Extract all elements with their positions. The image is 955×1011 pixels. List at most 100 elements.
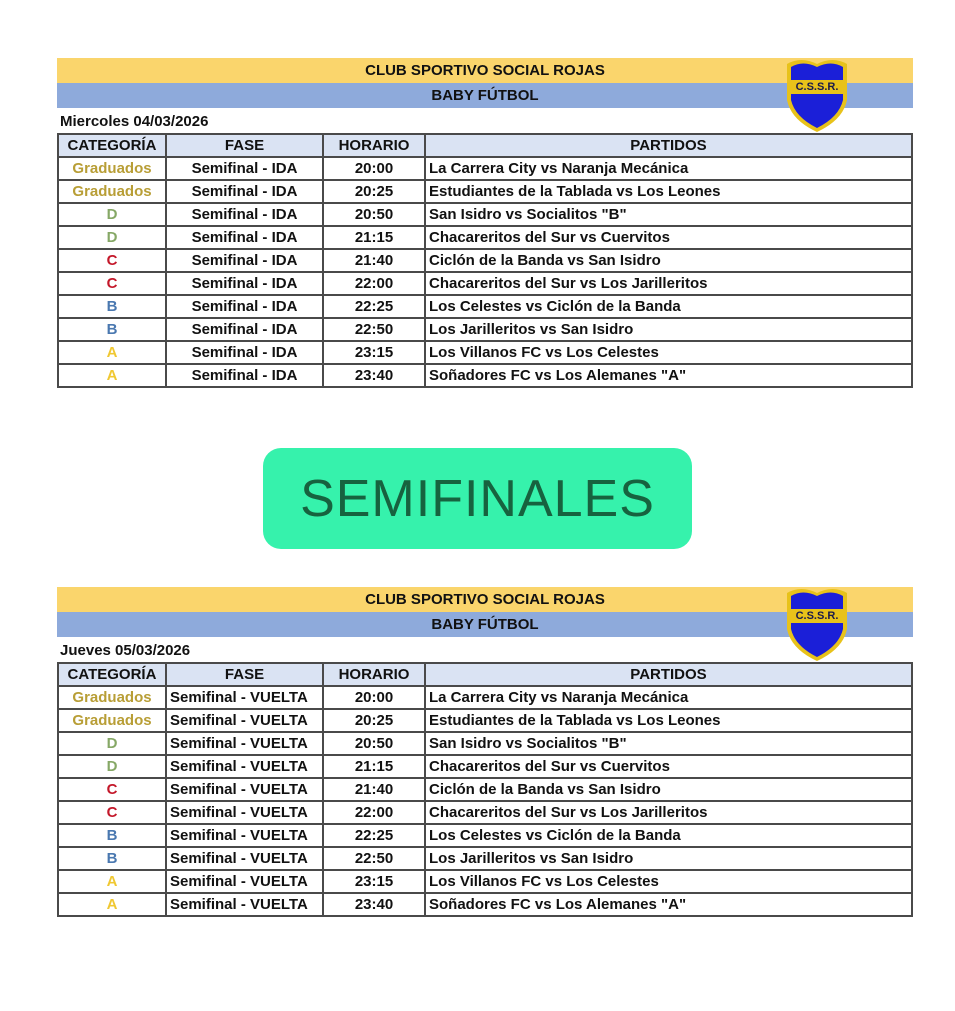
match-cell: Soñadores FC vs Los Alemanes "A" [424, 892, 913, 917]
match-cell: Los Jarilleritos vs San Isidro [424, 317, 913, 342]
time-cell: 20:00 [322, 156, 426, 181]
semifinales-banner: SEMIFINALES [263, 448, 692, 549]
match-cell: Los Villanos FC vs Los Celestes [424, 340, 913, 365]
category-cell: Graduados [57, 708, 167, 733]
table-row: B Semifinal - VUELTA 22:50 Los Jarilleri… [57, 846, 913, 871]
table-row: Graduados Semifinal - IDA 20:25 Estudian… [57, 179, 913, 204]
phase-cell: Semifinal - IDA [165, 225, 324, 250]
match-cell: Chacareritos del Sur vs Cuervitos [424, 754, 913, 779]
phase-cell: Semifinal - IDA [165, 156, 324, 181]
table-row: A Semifinal - IDA 23:15 Los Villanos FC … [57, 340, 913, 365]
time-cell: 20:25 [322, 179, 426, 204]
category-cell: D [57, 731, 167, 756]
phase-cell: Semifinal - VUELTA [165, 846, 324, 871]
time-cell: 22:50 [322, 317, 426, 342]
table-row: D Semifinal - VUELTA 20:50 San Isidro vs… [57, 731, 913, 756]
time-cell: 20:50 [322, 731, 426, 756]
table-row: B Semifinal - IDA 22:50 Los Jarilleritos… [57, 317, 913, 342]
category-cell: C [57, 777, 167, 802]
time-cell: 21:15 [322, 754, 426, 779]
schedule-sheet: CLUB SPORTIVO SOCIAL ROJAS BABY FÚTBOL M… [57, 58, 913, 388]
phase-cell: Semifinal - IDA [165, 340, 324, 365]
club-shield-logo: C.S.S.R. [787, 60, 847, 132]
phase-cell: Semifinal - IDA [165, 202, 324, 227]
match-cell: Chacareritos del Sur vs Cuervitos [424, 225, 913, 250]
category-cell: C [57, 800, 167, 825]
phase-cell: Semifinal - VUELTA [165, 708, 324, 733]
column-header: FASE [165, 662, 324, 687]
category-cell: B [57, 294, 167, 319]
time-cell: 20:25 [322, 708, 426, 733]
table-row: Graduados Semifinal - IDA 20:00 La Carre… [57, 156, 913, 181]
league-title: BABY FÚTBOL [57, 612, 913, 637]
category-cell: Graduados [57, 179, 167, 204]
category-cell: D [57, 754, 167, 779]
phase-cell: Semifinal - VUELTA [165, 869, 324, 894]
logo-text: C.S.S.R. [796, 81, 839, 93]
time-cell: 23:40 [322, 892, 426, 917]
category-cell: A [57, 340, 167, 365]
time-cell: 22:00 [322, 271, 426, 296]
table-row: D Semifinal - VUELTA 21:15 Chacareritos … [57, 754, 913, 779]
time-cell: 21:15 [322, 225, 426, 250]
column-header: FASE [165, 133, 324, 158]
match-date: Jueves 05/03/2026 [60, 642, 191, 659]
match-cell: Los Celestes vs Ciclón de la Banda [424, 294, 913, 319]
table-row: A Semifinal - VUELTA 23:40 Soñadores FC … [57, 892, 913, 917]
time-cell: 23:15 [322, 340, 426, 365]
category-cell: Graduados [57, 156, 167, 181]
club-title: CLUB SPORTIVO SOCIAL ROJAS [57, 587, 913, 612]
phase-cell: Semifinal - IDA [165, 248, 324, 273]
match-cell: San Isidro vs Socialitos "B" [424, 731, 913, 756]
column-header: CATEGORÍA [57, 662, 167, 687]
phase-cell: Semifinal - IDA [165, 294, 324, 319]
time-cell: 22:50 [322, 846, 426, 871]
match-cell: Soñadores FC vs Los Alemanes "A" [424, 363, 913, 388]
category-cell: Graduados [57, 685, 167, 710]
table-row: B Semifinal - IDA 22:25 Los Celestes vs … [57, 294, 913, 319]
league-title: BABY FÚTBOL [57, 83, 913, 108]
category-cell: B [57, 317, 167, 342]
time-cell: 21:40 [322, 777, 426, 802]
column-header: PARTIDOS [424, 662, 913, 687]
category-cell: D [57, 225, 167, 250]
phase-cell: Semifinal - VUELTA [165, 731, 324, 756]
time-cell: 20:50 [322, 202, 426, 227]
time-cell: 20:00 [322, 685, 426, 710]
table-row: D Semifinal - IDA 21:15 Chacareritos del… [57, 225, 913, 250]
time-cell: 22:25 [322, 823, 426, 848]
phase-cell: Semifinal - IDA [165, 317, 324, 342]
table-row: Graduados Semifinal - VUELTA 20:25 Estud… [57, 708, 913, 733]
match-cell: San Isidro vs Socialitos "B" [424, 202, 913, 227]
time-cell: 22:25 [322, 294, 426, 319]
category-cell: C [57, 271, 167, 296]
table-row: C Semifinal - IDA 21:40 Ciclón de la Ban… [57, 248, 913, 273]
category-cell: A [57, 363, 167, 388]
category-cell: D [57, 202, 167, 227]
phase-cell: Semifinal - IDA [165, 271, 324, 296]
schedule-sheet: CLUB SPORTIVO SOCIAL ROJAS BABY FÚTBOL J… [57, 587, 913, 917]
table-header-row: CATEGORÍA FASE HORARIO PARTIDOS [57, 662, 913, 687]
phase-cell: Semifinal - VUELTA [165, 754, 324, 779]
match-cell: Estudiantes de la Tablada vs Los Leones [424, 179, 913, 204]
table-row: C Semifinal - IDA 22:00 Chacareritos del… [57, 271, 913, 296]
table-row: C Semifinal - VUELTA 21:40 Ciclón de la … [57, 777, 913, 802]
phase-cell: Semifinal - VUELTA [165, 777, 324, 802]
phase-cell: Semifinal - VUELTA [165, 892, 324, 917]
table-row: Graduados Semifinal - VUELTA 20:00 La Ca… [57, 685, 913, 710]
banner-text: SEMIFINALES [300, 469, 655, 528]
phase-cell: Semifinal - IDA [165, 363, 324, 388]
time-cell: 22:00 [322, 800, 426, 825]
table-row: A Semifinal - VUELTA 23:15 Los Villanos … [57, 869, 913, 894]
category-cell: B [57, 823, 167, 848]
match-cell: La Carrera City vs Naranja Mecánica [424, 156, 913, 181]
column-header: PARTIDOS [424, 133, 913, 158]
category-cell: C [57, 248, 167, 273]
schedule-table: CATEGORÍA FASE HORARIO PARTIDOS Graduados S… [57, 133, 913, 388]
match-cell: La Carrera City vs Naranja Mecánica [424, 685, 913, 710]
table-row: B Semifinal - VUELTA 22:25 Los Celestes … [57, 823, 913, 848]
column-header: CATEGORÍA [57, 133, 167, 158]
column-header: HORARIO [322, 662, 426, 687]
logo-text: C.S.S.R. [796, 610, 839, 622]
phase-cell: Semifinal - VUELTA [165, 685, 324, 710]
